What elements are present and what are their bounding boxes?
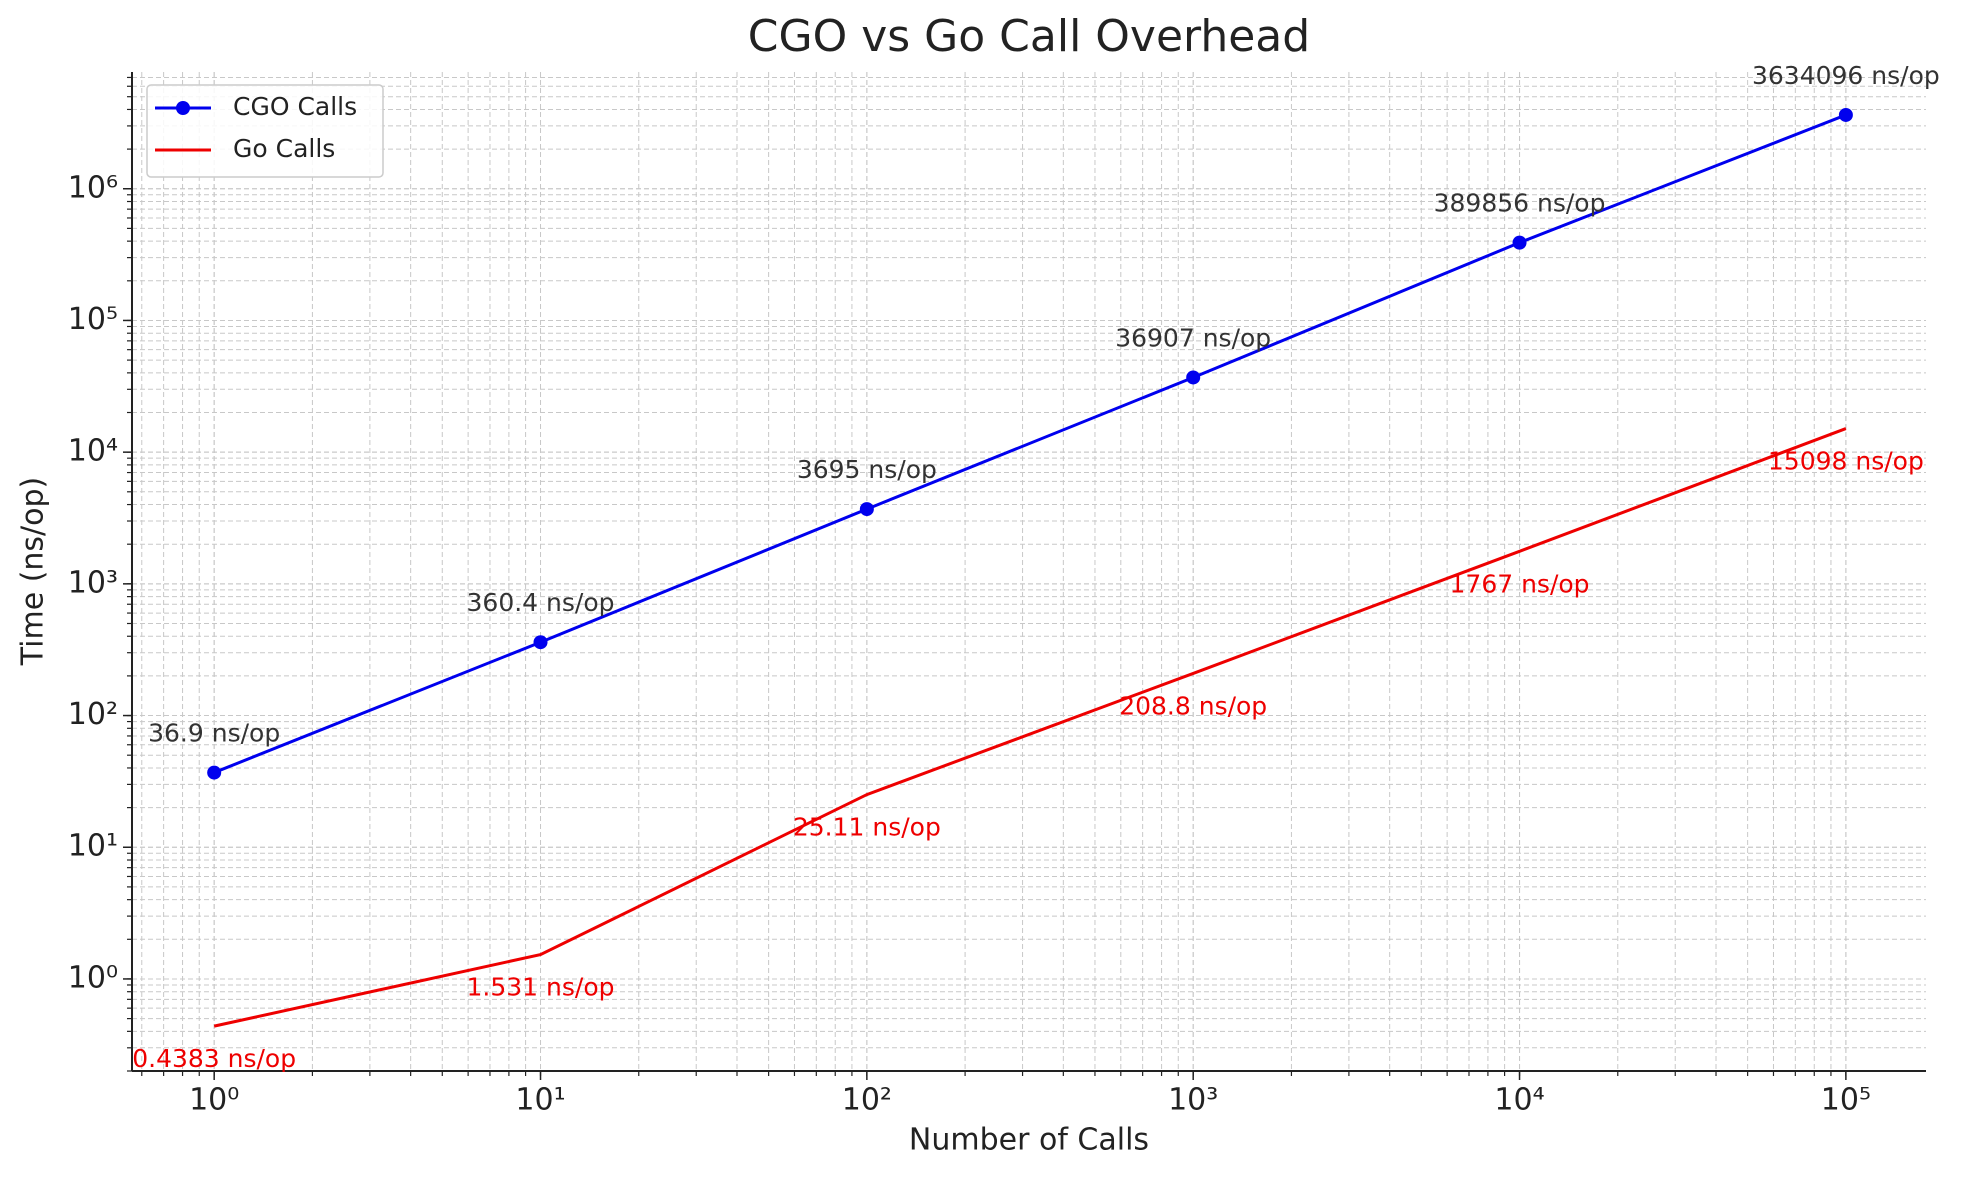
data-label: 15098 ns/op bbox=[1768, 447, 1924, 476]
series-line bbox=[213, 113, 1847, 774]
data-label: 1.531 ns/op bbox=[467, 973, 615, 1002]
data-point bbox=[533, 635, 548, 650]
legend-marker bbox=[176, 101, 190, 115]
grid-layer bbox=[132, 72, 1926, 1072]
y-tick-label: 10² bbox=[68, 697, 118, 732]
x-tick-label: 10⁰ bbox=[189, 1083, 239, 1118]
y-tick-label: 10⁶ bbox=[68, 170, 118, 205]
data-point bbox=[1838, 107, 1853, 122]
x-tick-label: 10⁵ bbox=[1821, 1083, 1871, 1118]
x-tick-label: 10⁴ bbox=[1494, 1083, 1544, 1118]
data-label: 360.4 ns/op bbox=[467, 588, 615, 617]
data-label: 0.4383 ns/op bbox=[132, 1044, 296, 1073]
data-label: 36.9 ns/op bbox=[148, 719, 280, 748]
data-label: 3695 ns/op bbox=[797, 455, 937, 484]
data-point bbox=[1512, 235, 1527, 250]
y-tick-label: 10⁵ bbox=[68, 302, 118, 337]
data-label: 3634096 ns/op bbox=[1752, 61, 1940, 90]
data-label: 389856 ns/op bbox=[1434, 189, 1606, 218]
y-tick-label: 10⁴ bbox=[68, 434, 118, 469]
x-tick-label: 10¹ bbox=[515, 1083, 565, 1118]
data-point bbox=[207, 765, 222, 780]
data-point bbox=[1186, 370, 1201, 385]
series-line bbox=[213, 427, 1847, 1028]
data-label: 1767 ns/op bbox=[1450, 569, 1590, 598]
data-label: 25.11 ns/op bbox=[793, 813, 941, 842]
data-point bbox=[859, 502, 874, 517]
legend-label: CGO Calls bbox=[233, 92, 357, 121]
y-tick-label: 10³ bbox=[68, 565, 118, 600]
x-tick-label: 10³ bbox=[1168, 1083, 1218, 1118]
x-tick-label: 10² bbox=[842, 1083, 892, 1118]
y-tick-label: 10¹ bbox=[68, 829, 118, 864]
y-axis-label: Time (ns/op) bbox=[16, 477, 51, 667]
y-tick-label: 10⁰ bbox=[68, 960, 118, 995]
chart-title: CGO vs Go Call Overhead bbox=[748, 11, 1310, 62]
data-label: 36907 ns/op bbox=[1115, 323, 1271, 352]
x-axis-label: Number of Calls bbox=[909, 1123, 1149, 1158]
legend-label: Go Calls bbox=[233, 134, 335, 163]
data-label: 208.8 ns/op bbox=[1119, 691, 1267, 720]
